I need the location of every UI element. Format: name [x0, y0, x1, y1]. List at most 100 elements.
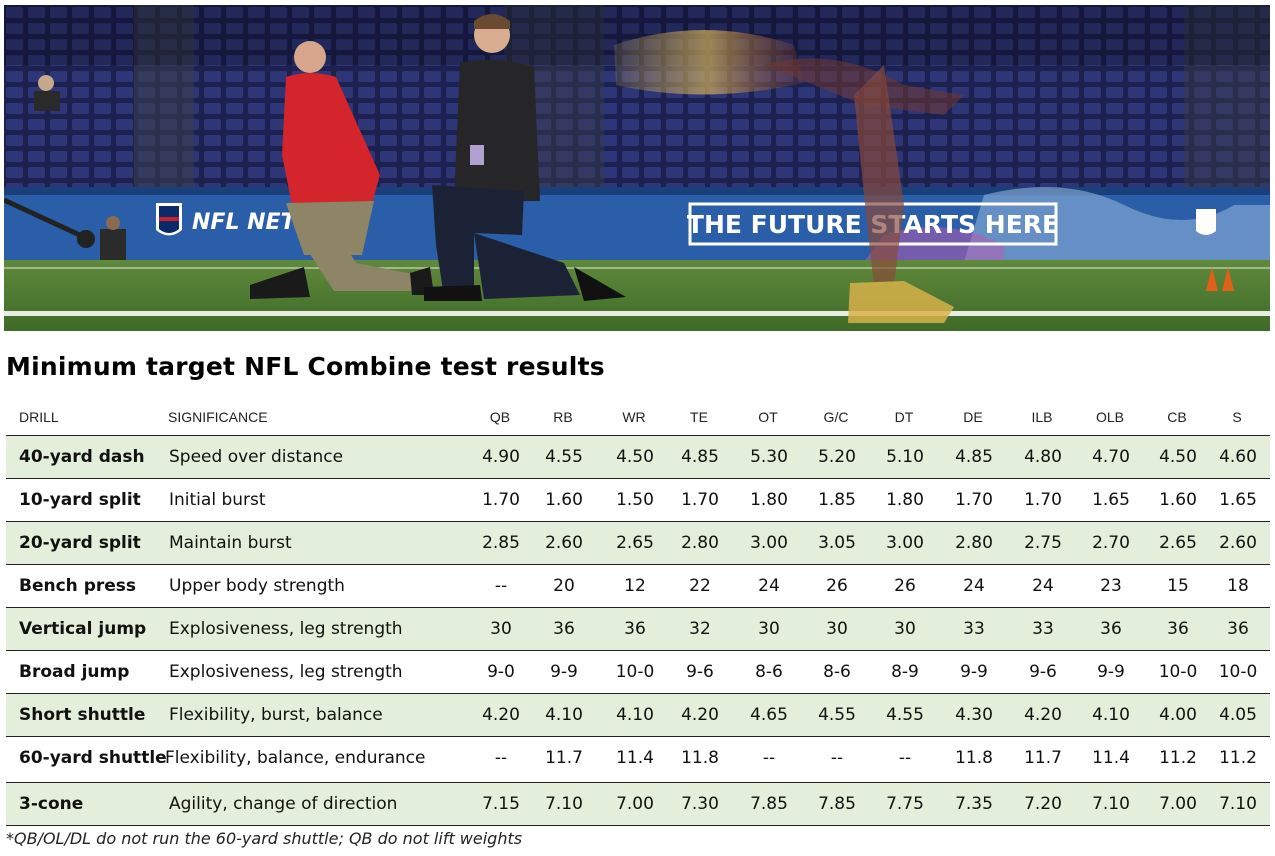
position-value-olb: 23	[1100, 576, 1122, 596]
position-value-ot: 24	[758, 576, 780, 596]
position-value-qb: --	[494, 748, 508, 768]
position-value-ot: 3.00	[750, 533, 788, 553]
position-value-olb: 7.10	[1092, 794, 1130, 814]
header-te: TE	[690, 409, 708, 425]
combine-field-photo: NFL NETW THE FUTURE STARTS HERE	[4, 5, 1270, 331]
page-title: Minimum target NFL Combine test results	[6, 352, 605, 381]
drill-significance: Upper body strength	[169, 576, 345, 596]
header-qb: QB	[489, 409, 511, 425]
position-value-cb: 15	[1167, 576, 1189, 596]
position-value-de: 1.70	[955, 490, 993, 510]
drill-name: Bench press	[19, 576, 137, 596]
position-value-cb: 36	[1167, 619, 1189, 639]
position-value-ilb: 7.20	[1024, 794, 1062, 814]
kneeling-scout-black	[424, 14, 626, 301]
header-wr: WR	[622, 409, 646, 425]
drill-name: Vertical jump	[19, 619, 147, 639]
position-value-dt: 3.00	[886, 533, 924, 553]
position-value-ilb: 2.75	[1024, 533, 1062, 553]
position-value-rb: 1.60	[545, 490, 583, 510]
position-value-te: 7.30	[681, 794, 719, 814]
position-value-ot: 30	[758, 619, 780, 639]
table-row: Bench press Upper body strength -- 20 12 22 24…	[6, 565, 1270, 608]
position-value-dt: 8-9	[891, 662, 919, 682]
position-value-wr: 12	[624, 576, 646, 596]
position-value-olb: 4.10	[1092, 705, 1130, 725]
position-value-wr: 1.50	[616, 490, 654, 510]
nfl-shield-icon	[156, 203, 182, 236]
position-value-de: 11.8	[955, 748, 993, 768]
position-value-ilb: 4.20	[1024, 705, 1062, 725]
position-value-te: 9-6	[686, 662, 714, 682]
position-value-cb: 4.50	[1159, 447, 1197, 467]
position-value-de: 24	[963, 576, 985, 596]
position-value-s: 10-0	[1218, 662, 1258, 682]
position-value-s: 18	[1227, 576, 1249, 596]
drill-name: 40-yard dash	[19, 447, 145, 467]
position-value-cb: 11.2	[1159, 748, 1197, 768]
drill-significance: Initial burst	[169, 490, 266, 510]
combine-results-table: DRILL SIGNIFICANCE QB RB WR TE OT G/C DT…	[6, 398, 1270, 826]
position-value-wr: 4.50	[616, 447, 654, 467]
table-header: DRILL SIGNIFICANCE QB RB WR TE OT G/C DT…	[6, 398, 1270, 436]
table-row: 40-yard dash Speed over distance 4.90 4.55 4…	[6, 436, 1270, 479]
position-value-qb: 2.85	[482, 533, 520, 553]
header-de: DE	[963, 409, 983, 425]
position-value-s: 4.05	[1219, 705, 1257, 725]
position-value-qb: 1.70	[482, 490, 520, 510]
position-value-dt: 1.80	[886, 490, 924, 510]
position-value-qb: 30	[490, 619, 512, 639]
header-olb: OLB	[1095, 409, 1125, 425]
position-value-ilb: 9-6	[1029, 662, 1057, 682]
position-value-cb: 7.00	[1159, 794, 1197, 814]
position-value-cb: 1.60	[1159, 490, 1197, 510]
position-value-de: 33	[963, 619, 985, 639]
sprinting-athlete-blur	[614, 30, 964, 323]
position-value-s: 7.10	[1219, 794, 1257, 814]
position-value-ilb: 11.7	[1024, 748, 1062, 768]
position-value-wr: 11.4	[616, 748, 654, 768]
position-value-olb: 36	[1100, 619, 1122, 639]
position-value-de: 7.35	[955, 794, 993, 814]
position-value-ilb: 24	[1032, 576, 1054, 596]
position-value-qb: 4.90	[482, 447, 520, 467]
drill-significance: Flexibility, burst, balance	[169, 705, 383, 725]
drill-significance: Explosiveness, leg strength	[169, 619, 403, 639]
position-value-gc: 3.05	[818, 533, 856, 553]
position-value-dt: 26	[894, 576, 916, 596]
position-value-gc: 30	[826, 619, 848, 639]
position-value-te: 1.70	[681, 490, 719, 510]
position-value-ot: 4.65	[750, 705, 788, 725]
table-row: 10-yard split Initial burst 1.70 1.60 1.50 1.…	[6, 479, 1270, 522]
kneeling-scout-red	[250, 41, 434, 299]
position-value-rb: 2.60	[545, 533, 583, 553]
position-value-ilb: 33	[1032, 619, 1054, 639]
position-value-de: 2.80	[955, 533, 993, 553]
position-value-rb: 36	[553, 619, 575, 639]
position-value-te: 32	[689, 619, 711, 639]
position-value-wr: 4.10	[616, 705, 654, 725]
position-value-rb: 4.10	[545, 705, 583, 725]
position-value-de: 9-9	[960, 662, 988, 682]
drill-significance: Agility, change of direction	[169, 794, 398, 814]
position-value-gc: 1.85	[818, 490, 856, 510]
hero-photo: NFL NETW THE FUTURE STARTS HERE	[4, 5, 1270, 331]
position-value-de: 4.30	[955, 705, 993, 725]
position-value-rb: 4.55	[545, 447, 583, 467]
position-value-te: 4.85	[681, 447, 719, 467]
position-value-olb: 9-9	[1097, 662, 1125, 682]
position-value-wr: 10-0	[615, 662, 655, 682]
drill-name: 3-cone	[19, 794, 84, 814]
position-value-gc: 5.20	[818, 447, 856, 467]
drill-significance: Explosiveness, leg strength	[169, 662, 403, 682]
header-dt: DT	[894, 409, 914, 425]
position-value-s: 2.60	[1219, 533, 1257, 553]
drill-name: Broad jump	[19, 662, 130, 682]
position-value-qb: 7.15	[482, 794, 520, 814]
position-value-qb: 4.20	[482, 705, 520, 725]
position-value-ilb: 1.70	[1024, 490, 1062, 510]
position-value-dt: 5.10	[886, 447, 924, 467]
table-row: 3-cone Agility, change of direction 7.15 7.…	[6, 783, 1270, 826]
table-row: Short shuttle Flexibility, burst, balance…	[6, 694, 1270, 737]
position-value-te: 4.20	[681, 705, 719, 725]
